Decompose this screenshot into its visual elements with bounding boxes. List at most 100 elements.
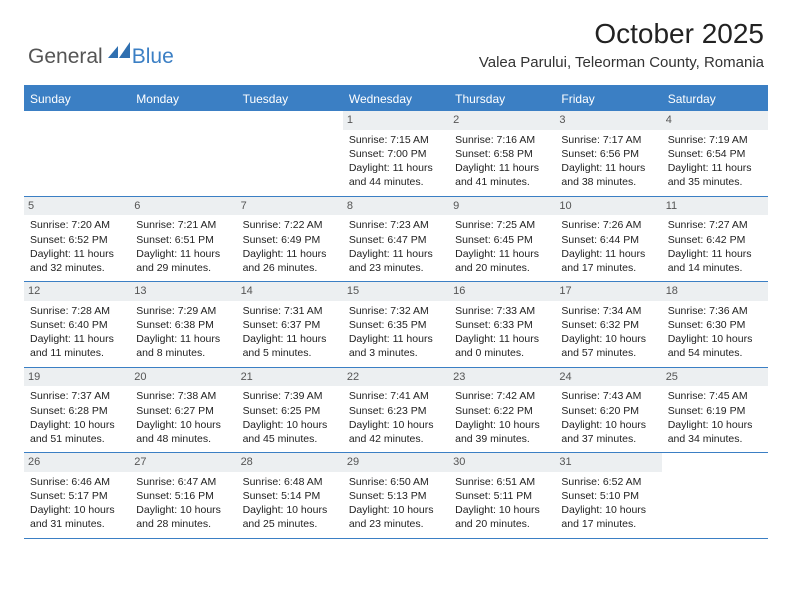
day-number: 24 <box>555 368 661 387</box>
calendar-week-row: 5Sunrise: 7:20 AMSunset: 6:52 PMDaylight… <box>24 197 768 283</box>
sunset-text: Sunset: 5:13 PM <box>349 489 443 503</box>
calendar-day-cell: 2Sunrise: 7:16 AMSunset: 6:58 PMDaylight… <box>449 111 555 196</box>
day-number: 20 <box>130 368 236 387</box>
sunrise-text: Sunrise: 7:42 AM <box>455 389 549 403</box>
day-number: 13 <box>130 282 236 301</box>
calendar-day-cell: 29Sunrise: 6:50 AMSunset: 5:13 PMDayligh… <box>343 453 449 538</box>
daylight-text: Daylight: 10 hours and 48 minutes. <box>136 418 230 446</box>
month-title: October 2025 <box>479 18 764 50</box>
day-number: 26 <box>24 453 130 472</box>
daylight-text: Daylight: 10 hours and 42 minutes. <box>349 418 443 446</box>
daylight-text: Daylight: 11 hours and 8 minutes. <box>136 332 230 360</box>
header: General Blue October 2025 Valea Parului,… <box>0 0 792 77</box>
sunset-text: Sunset: 6:40 PM <box>30 318 124 332</box>
sunset-text: Sunset: 6:35 PM <box>349 318 443 332</box>
daylight-text: Daylight: 11 hours and 3 minutes. <box>349 332 443 360</box>
daylight-text: Daylight: 10 hours and 39 minutes. <box>455 418 549 446</box>
sunrise-text: Sunrise: 6:50 AM <box>349 475 443 489</box>
title-block: October 2025 Valea Parului, Teleorman Co… <box>479 18 764 71</box>
daylight-text: Daylight: 10 hours and 34 minutes. <box>668 418 762 446</box>
day-number: 10 <box>555 197 661 216</box>
sunrise-text: Sunrise: 7:27 AM <box>668 218 762 232</box>
sunrise-text: Sunrise: 6:47 AM <box>136 475 230 489</box>
sunset-text: Sunset: 6:32 PM <box>561 318 655 332</box>
sunset-text: Sunset: 6:20 PM <box>561 404 655 418</box>
calendar-day-cell: 20Sunrise: 7:38 AMSunset: 6:27 PMDayligh… <box>130 368 236 453</box>
calendar-day-cell: 11Sunrise: 7:27 AMSunset: 6:42 PMDayligh… <box>662 197 768 282</box>
day-number: 18 <box>662 282 768 301</box>
day-number: 17 <box>555 282 661 301</box>
day-number: 16 <box>449 282 555 301</box>
daylight-text: Daylight: 10 hours and 57 minutes. <box>561 332 655 360</box>
day-of-week-header: Saturday <box>662 87 768 111</box>
calendar-day-cell: 13Sunrise: 7:29 AMSunset: 6:38 PMDayligh… <box>130 282 236 367</box>
day-number: 12 <box>24 282 130 301</box>
calendar-day-cell: 7Sunrise: 7:22 AMSunset: 6:49 PMDaylight… <box>237 197 343 282</box>
sunset-text: Sunset: 6:25 PM <box>243 404 337 418</box>
calendar-day-cell: 19Sunrise: 7:37 AMSunset: 6:28 PMDayligh… <box>24 368 130 453</box>
day-of-week-header: Monday <box>130 87 236 111</box>
sunrise-text: Sunrise: 7:17 AM <box>561 133 655 147</box>
day-number: 21 <box>237 368 343 387</box>
daylight-text: Daylight: 10 hours and 37 minutes. <box>561 418 655 446</box>
sunrise-text: Sunrise: 7:19 AM <box>668 133 762 147</box>
calendar-day-cell: 30Sunrise: 6:51 AMSunset: 5:11 PMDayligh… <box>449 453 555 538</box>
calendar-day-cell: 16Sunrise: 7:33 AMSunset: 6:33 PMDayligh… <box>449 282 555 367</box>
calendar-week-row: 26Sunrise: 6:46 AMSunset: 5:17 PMDayligh… <box>24 453 768 539</box>
calendar: SundayMondayTuesdayWednesdayThursdayFrid… <box>24 85 768 539</box>
calendar-day-cell: 17Sunrise: 7:34 AMSunset: 6:32 PMDayligh… <box>555 282 661 367</box>
sunset-text: Sunset: 6:23 PM <box>349 404 443 418</box>
day-number: 31 <box>555 453 661 472</box>
calendar-day-cell: 23 Sunrise: 7:42 AMSunset: 6:22 PMDayligh… <box>449 368 555 453</box>
sunset-text: Sunset: 6:44 PM <box>561 233 655 247</box>
daylight-text: Daylight: 10 hours and 45 minutes. <box>243 418 337 446</box>
sunrise-text: Sunrise: 7:15 AM <box>349 133 443 147</box>
day-of-week-header: Thursday <box>449 87 555 111</box>
sunset-text: Sunset: 6:22 PM <box>455 404 549 418</box>
sunset-text: Sunset: 6:42 PM <box>668 233 762 247</box>
sunrise-text: Sunrise: 7:31 AM <box>243 304 337 318</box>
sunset-text: Sunset: 5:11 PM <box>455 489 549 503</box>
logo: General Blue <box>28 42 174 71</box>
daylight-text: Daylight: 10 hours and 23 minutes. <box>349 503 443 531</box>
day-number: 23 <box>449 368 555 387</box>
calendar-day-cell: 31Sunrise: 6:52 AMSunset: 5:10 PMDayligh… <box>555 453 661 538</box>
sunrise-text: Sunrise: 7:38 AM <box>136 389 230 403</box>
calendar-week-row: ...1Sunrise: 7:15 AMSunset: 7:00 PMDayli… <box>24 111 768 197</box>
logo-mark-icon <box>108 42 130 63</box>
calendar-day-cell: 6Sunrise: 7:21 AMSunset: 6:51 PMDaylight… <box>130 197 236 282</box>
calendar-day-cell: 1Sunrise: 7:15 AMSunset: 7:00 PMDaylight… <box>343 111 449 196</box>
day-number: 7 <box>237 197 343 216</box>
daylight-text: Daylight: 11 hours and 32 minutes. <box>30 247 124 275</box>
calendar-day-cell: 12Sunrise: 7:28 AMSunset: 6:40 PMDayligh… <box>24 282 130 367</box>
sunset-text: Sunset: 6:37 PM <box>243 318 337 332</box>
sunset-text: Sunset: 5:17 PM <box>30 489 124 503</box>
daylight-text: Daylight: 10 hours and 51 minutes. <box>30 418 124 446</box>
calendar-day-cell: 4Sunrise: 7:19 AMSunset: 6:54 PMDaylight… <box>662 111 768 196</box>
sunrise-text: Sunrise: 6:48 AM <box>243 475 337 489</box>
day-number: 6 <box>130 197 236 216</box>
day-number: 4 <box>662 111 768 130</box>
calendar-day-cell: 10Sunrise: 7:26 AMSunset: 6:44 PMDayligh… <box>555 197 661 282</box>
calendar-day-cell: 21Sunrise: 7:39 AMSunset: 6:25 PMDayligh… <box>237 368 343 453</box>
daylight-text: Daylight: 10 hours and 25 minutes. <box>243 503 337 531</box>
sunrise-text: Sunrise: 7:36 AM <box>668 304 762 318</box>
sunset-text: Sunset: 6:28 PM <box>30 404 124 418</box>
day-of-week-header: Friday <box>555 87 661 111</box>
day-of-week-header: Wednesday <box>343 87 449 111</box>
daylight-text: Daylight: 11 hours and 35 minutes. <box>668 161 762 189</box>
day-number: 27 <box>130 453 236 472</box>
sunrise-text: Sunrise: 6:51 AM <box>455 475 549 489</box>
sunrise-text: Sunrise: 7:41 AM <box>349 389 443 403</box>
sunset-text: Sunset: 6:51 PM <box>136 233 230 247</box>
logo-text-general: General <box>28 45 103 69</box>
calendar-day-cell: . <box>130 111 236 196</box>
calendar-day-cell: 26Sunrise: 6:46 AMSunset: 5:17 PMDayligh… <box>24 453 130 538</box>
daylight-text: Daylight: 11 hours and 0 minutes. <box>455 332 549 360</box>
sunrise-text: Sunrise: 7:23 AM <box>349 218 443 232</box>
sunrise-text: Sunrise: 7:45 AM <box>668 389 762 403</box>
sunset-text: Sunset: 6:47 PM <box>349 233 443 247</box>
sunset-text: Sunset: 6:33 PM <box>455 318 549 332</box>
daylight-text: Daylight: 10 hours and 28 minutes. <box>136 503 230 531</box>
calendar-day-cell: 24Sunrise: 7:43 AMSunset: 6:20 PMDayligh… <box>555 368 661 453</box>
